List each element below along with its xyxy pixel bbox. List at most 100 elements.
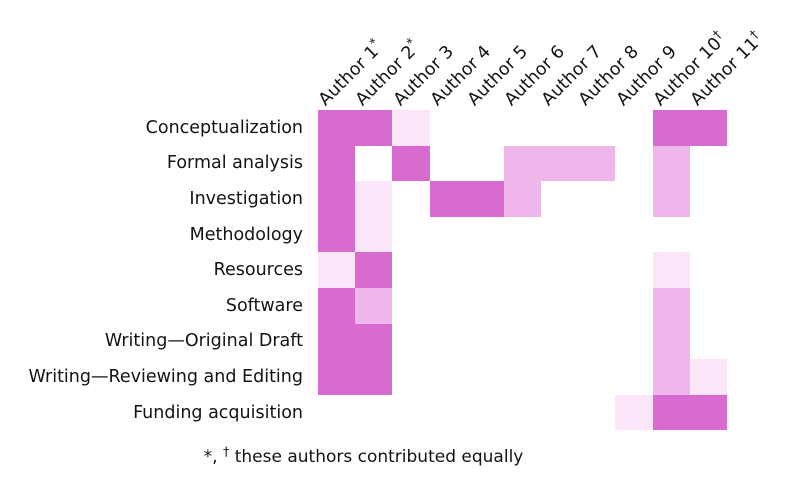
heatmap-row bbox=[318, 110, 727, 146]
heatmap-cell bbox=[578, 216, 616, 253]
heatmap-cell bbox=[392, 359, 430, 395]
heatmap-row bbox=[318, 323, 727, 360]
heatmap-cell bbox=[615, 359, 653, 395]
row-label-8: Writing—Reviewing and Editing bbox=[0, 359, 310, 395]
heatmap-cell bbox=[689, 145, 727, 182]
heatmap-row bbox=[318, 359, 727, 395]
row-label-text: Software bbox=[225, 295, 303, 316]
heatmap-cell bbox=[615, 216, 653, 253]
row-label-1: Conceptualization bbox=[0, 110, 310, 146]
row-label-text: Writing—Reviewing and Editing bbox=[28, 366, 304, 387]
heatmap-cell bbox=[541, 359, 579, 395]
heatmap-cell bbox=[429, 287, 467, 324]
heatmap-cell bbox=[429, 216, 467, 253]
row-label-7: Writing—Original Draft bbox=[0, 324, 310, 360]
heatmap-cell bbox=[466, 216, 504, 253]
row-label-9: Funding acquisition bbox=[0, 395, 310, 431]
heatmap-cell bbox=[689, 323, 727, 360]
heatmap-cell bbox=[689, 359, 727, 395]
heatmap-cell bbox=[652, 216, 690, 253]
heatmap-cell bbox=[652, 359, 690, 395]
heatmap-cell bbox=[689, 216, 727, 253]
heatmap-cell bbox=[429, 181, 467, 217]
heatmap-cell bbox=[503, 216, 542, 253]
heatmap-cell bbox=[392, 216, 430, 253]
heatmap-cell bbox=[355, 287, 393, 324]
row-label-text: Methodology bbox=[189, 224, 303, 245]
heatmap-grid bbox=[318, 110, 727, 431]
heatmap-cell bbox=[318, 110, 356, 146]
heatmap-cell bbox=[615, 287, 653, 324]
heatmap-cell bbox=[652, 394, 690, 431]
heatmap-cell bbox=[578, 145, 616, 182]
heatmap-row bbox=[318, 181, 727, 217]
heatmap-cell bbox=[578, 252, 616, 288]
heatmap-row bbox=[318, 252, 727, 288]
heatmap-cell bbox=[503, 323, 542, 360]
heatmap-cell bbox=[578, 359, 616, 395]
heatmap-cell bbox=[615, 394, 653, 431]
heatmap-cell bbox=[429, 323, 467, 360]
heatmap-cell bbox=[503, 359, 542, 395]
heatmap-cell bbox=[355, 110, 393, 146]
heatmap-cell bbox=[355, 145, 393, 182]
heatmap-cell bbox=[541, 323, 579, 360]
row-label-text: Formal analysis bbox=[166, 153, 303, 174]
heatmap-cell bbox=[578, 110, 616, 146]
heatmap-cell bbox=[392, 394, 430, 431]
heatmap-cell bbox=[689, 252, 727, 288]
heatmap-cell bbox=[355, 394, 393, 431]
heatmap-cell bbox=[689, 181, 727, 217]
heatmap-cell bbox=[355, 359, 393, 395]
heatmap-cell bbox=[318, 323, 356, 360]
heatmap-cell bbox=[541, 216, 579, 253]
heatmap-row bbox=[318, 216, 727, 253]
heatmap-cell bbox=[318, 252, 356, 288]
heatmap-cell bbox=[392, 110, 430, 146]
heatmap-cell bbox=[466, 359, 504, 395]
heatmap-cell bbox=[541, 287, 579, 324]
heatmap-cell bbox=[466, 252, 504, 288]
row-label-column: Conceptualization Formal analysis Investig… bbox=[0, 110, 310, 430]
heatmap-cell bbox=[318, 145, 356, 182]
column-header-row: Author 1* Author 2* Author 3 Author 4 Author… bbox=[0, 0, 794, 110]
row-label-text: Resources bbox=[213, 260, 303, 281]
row-label-6: Software bbox=[0, 288, 310, 324]
heatmap-cell bbox=[541, 110, 579, 146]
heatmap-cell bbox=[429, 359, 467, 395]
row-label-4: Methodology bbox=[0, 217, 310, 253]
heatmap-cell bbox=[355, 252, 393, 288]
row-label-text: Writing—Original Draft bbox=[104, 331, 303, 352]
row-label-5: Resources bbox=[0, 252, 310, 288]
heatmap-cell bbox=[318, 181, 356, 217]
heatmap-cell bbox=[578, 181, 616, 217]
heatmap-cell bbox=[689, 287, 727, 324]
footnote-asterisk: *, bbox=[203, 447, 223, 467]
heatmap-cell bbox=[466, 287, 504, 324]
heatmap-cell bbox=[503, 145, 542, 182]
row-label-3: Investigation bbox=[0, 181, 310, 217]
heatmap-cell bbox=[541, 145, 579, 182]
heatmap-cell bbox=[652, 181, 690, 217]
heatmap-cell bbox=[652, 110, 690, 146]
heatmap-cell bbox=[466, 394, 504, 431]
heatmap-cell bbox=[652, 252, 690, 288]
heatmap-cell bbox=[466, 181, 504, 217]
heatmap-cell bbox=[615, 252, 653, 288]
heatmap-cell bbox=[541, 252, 579, 288]
heatmap-cell bbox=[355, 323, 393, 360]
heatmap-cell bbox=[503, 110, 542, 146]
heatmap-cell bbox=[652, 323, 690, 360]
heatmap-cell bbox=[392, 323, 430, 360]
heatmap-cell bbox=[615, 323, 653, 360]
heatmap-row bbox=[318, 287, 727, 324]
heatmap-row bbox=[318, 394, 727, 431]
heatmap-cell bbox=[466, 145, 504, 182]
heatmap-cell bbox=[429, 252, 467, 288]
heatmap-cell bbox=[466, 110, 504, 146]
heatmap-cell bbox=[503, 394, 542, 431]
heatmap-cell bbox=[615, 145, 653, 182]
heatmap-cell bbox=[392, 145, 430, 182]
heatmap-cell bbox=[615, 181, 653, 217]
